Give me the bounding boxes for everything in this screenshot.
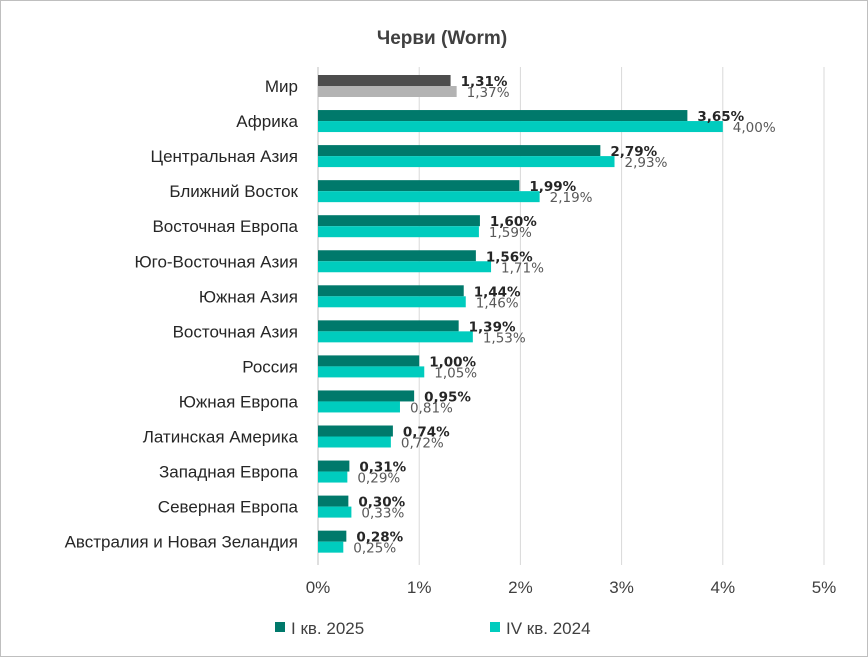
bar-q1-2025-южная-европа	[318, 390, 415, 402]
data-label-q4-2024-ближний-восток: 2,19%	[550, 190, 593, 206]
category-label-восточная-европа: Восточная Европа	[152, 217, 298, 236]
bar-q4-2024-ближний-восток	[318, 191, 540, 203]
x-tick-label: 3%	[609, 578, 634, 597]
category-label-латинская-америка: Латинская Америка	[143, 428, 299, 447]
legend-label-q4-2024: IV кв. 2024	[506, 619, 591, 638]
bars	[318, 75, 723, 553]
bar-q1-2025-юго-восточная-азия	[318, 250, 476, 262]
category-label-ближний-восток: Ближний Восток	[169, 182, 298, 201]
data-label-q4-2024-южная-европа: 0,81%	[410, 400, 453, 416]
x-tick-label: 4%	[711, 578, 736, 597]
bar-q4-2024-юго-восточная-азия	[318, 261, 492, 273]
data-label-q1-2025-южная-европа: 0,95%	[424, 389, 471, 405]
bar-q1-2025-латинская-америка	[318, 425, 393, 437]
data-label-q1-2025-восточная-азия: 1,39%	[469, 319, 516, 335]
bar-q4-2024-северная-европа	[318, 506, 352, 518]
category-label-южная-европа: Южная Европа	[179, 392, 299, 411]
data-label-q1-2025-мир: 1,31%	[461, 74, 508, 90]
x-tick-label: 0%	[306, 578, 331, 597]
bar-q1-2025-западная-европа	[318, 460, 350, 472]
bar-q1-2025-ближний-восток	[318, 180, 520, 192]
bar-q1-2025-австралия-и-новая-зеландия	[318, 530, 347, 542]
x-tick-label: 2%	[508, 578, 533, 597]
data-label-q4-2024-южная-азия: 1,46%	[476, 295, 519, 311]
data-label-q4-2024-центральная-азия: 2,93%	[625, 155, 668, 171]
data-label-q4-2024-латинская-америка: 0,72%	[401, 436, 444, 452]
data-label-q1-2025-латинская-америка: 0,74%	[403, 425, 450, 441]
gridlines	[317, 67, 825, 565]
data-label-q4-2024-африка: 4,00%	[733, 120, 776, 136]
data-label-q1-2025-южная-азия: 1,44%	[474, 284, 521, 300]
bar-q1-2025-центральная-азия	[318, 145, 601, 157]
bar-q4-2024-центральная-азия	[318, 156, 615, 168]
data-labels: 1,31%1,37% 3,65%4,00% 2,79%2,93% 1,99%2,19%…	[353, 74, 776, 557]
bar-q1-2025-мир	[318, 75, 451, 86]
category-label-южная-азия: Южная Азия	[199, 287, 298, 306]
bar-q1-2025-россия	[318, 355, 420, 367]
category-label-западная-европа: Западная Европа	[159, 463, 299, 482]
data-label-q4-2024-восточная-европа: 1,59%	[489, 225, 532, 241]
data-label-q4-2024-мир: 1,37%	[467, 85, 510, 101]
bar-q4-2024-австралия-и-новая-зеландия	[318, 541, 344, 553]
data-label-q1-2025-юго-восточная-азия: 1,56%	[486, 249, 533, 265]
bar-q4-2024-африка	[318, 121, 723, 133]
bar-q1-2025-южная-азия	[318, 285, 464, 297]
bar-q4-2024-восточная-азия	[318, 331, 473, 343]
legend-swatch-q1-2025	[275, 622, 285, 632]
bar-q4-2024-мир	[318, 86, 457, 97]
category-label-россия: Россия	[242, 357, 298, 376]
bar-q1-2025-африка	[318, 110, 688, 122]
data-label-q1-2025-восточная-европа: 1,60%	[490, 214, 537, 230]
chart-title: Черви (Worm)	[377, 28, 507, 49]
data-label-q4-2024-западная-европа: 0,29%	[357, 471, 400, 487]
bar-q4-2024-латинская-америка	[318, 436, 391, 448]
bar-q1-2025-восточная-азия	[318, 320, 459, 332]
category-labels: Мир Африка Центральная Азия Ближний Восток В…	[65, 77, 299, 552]
category-label-африка: Африка	[236, 112, 298, 131]
category-label-центральная-азия: Центральная Азия	[151, 147, 299, 166]
data-label-q4-2024-россия: 1,05%	[434, 365, 477, 381]
bar-q1-2025-восточная-европа	[318, 215, 480, 227]
data-label-q4-2024-восточная-азия: 1,53%	[483, 330, 526, 346]
x-tick-label: 5%	[812, 578, 837, 597]
bar-q4-2024-восточная-европа	[318, 226, 479, 238]
x-tick-label: 1%	[407, 578, 432, 597]
data-label-q1-2025-северная-европа: 0,30%	[358, 495, 405, 511]
legend-label-q1-2025: I кв. 2025	[291, 619, 364, 638]
bar-q4-2024-южная-азия	[318, 296, 466, 308]
category-label-юго-восточная-азия: Юго-Восточная Азия	[134, 252, 298, 271]
bar-q1-2025-северная-европа	[318, 495, 349, 507]
x-axis-ticks: 0% 1% 2% 3% 4% 5%	[306, 578, 837, 597]
category-label-австралия-и-новая-зеландия: Австралия и Новая Зеландия	[65, 533, 298, 552]
data-label-q4-2024-юго-восточная-азия: 1,71%	[501, 260, 544, 276]
category-label-мир: Мир	[265, 77, 298, 96]
bar-q4-2024-западная-европа	[318, 471, 348, 483]
data-label-q1-2025-африка: 3,65%	[697, 109, 744, 125]
category-label-восточная-азия: Восточная Азия	[173, 322, 298, 341]
data-label-q1-2025-россия: 1,00%	[429, 354, 476, 370]
legend-swatch-q4-2024	[490, 622, 500, 632]
data-label-q4-2024-северная-европа: 0,33%	[361, 506, 404, 522]
data-label-q1-2025-западная-европа: 0,31%	[359, 460, 406, 476]
data-label-q1-2025-центральная-азия: 2,79%	[610, 144, 657, 160]
category-label-северная-европа: Северная Европа	[158, 498, 299, 517]
bar-q4-2024-россия	[318, 366, 425, 378]
data-label-q1-2025-австралия-и-новая-зеландия: 0,28%	[356, 530, 403, 546]
data-label-q4-2024-австралия-и-новая-зеландия: 0,25%	[353, 541, 396, 557]
legend: I кв. 2025 IV кв. 2024	[275, 619, 591, 638]
bar-q4-2024-южная-европа	[318, 401, 400, 413]
data-label-q1-2025-ближний-восток: 1,99%	[529, 179, 576, 195]
